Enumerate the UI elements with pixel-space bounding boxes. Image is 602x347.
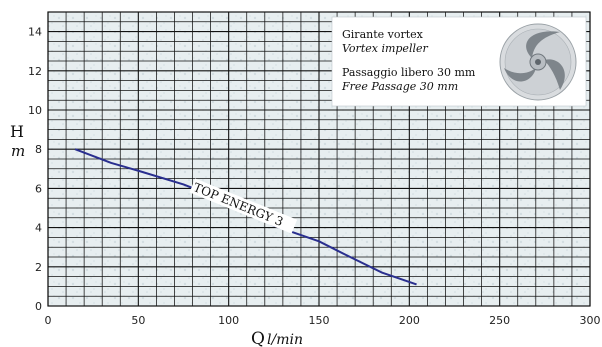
y-tick-label: 4 [35, 222, 42, 235]
y-tick-label: 2 [35, 261, 42, 274]
x-tick-label: 100 [218, 314, 239, 327]
y-axis-label-main: H [10, 122, 24, 141]
legend-box: Girante vortex Vortex impeller Passaggio… [331, 16, 587, 107]
x-tick-label: 200 [399, 314, 420, 327]
x-tick-label: 50 [131, 314, 145, 327]
y-tick-label: 8 [35, 143, 42, 156]
y-tick-label: 6 [35, 182, 42, 195]
y-tick-label: 12 [28, 65, 42, 78]
legend-line-3: Passaggio libero 30 mm [342, 66, 476, 79]
x-axis-label-unit: l/min [267, 332, 303, 347]
vortex-impeller-icon [499, 23, 577, 101]
plot-frame [47, 11, 591, 307]
grid [47, 11, 591, 307]
legend-line-1: Girante vortex [342, 28, 424, 41]
legend-line-4: Free Passage 30 mm [341, 80, 458, 93]
x-tick-label: 300 [580, 314, 601, 327]
legend-line-2: Vortex impeller [342, 42, 428, 55]
y-axis-label-unit: m [11, 142, 25, 160]
x-tick-label: 250 [489, 314, 510, 327]
y-tick-label: 0 [35, 300, 42, 313]
y-tick-label: 10 [28, 104, 42, 117]
x-tick-label: 150 [309, 314, 330, 327]
series-label-background [189, 178, 298, 234]
x-tick-label: 0 [45, 314, 52, 327]
y-axis-ticks: 0 2 4 6 8 10 12 14 [28, 26, 42, 313]
x-axis-label-main: Q [251, 329, 265, 347]
y-tick-label: 14 [28, 26, 42, 39]
x-axis-ticks: 0 50 100 150 200 250 300 [45, 314, 601, 327]
